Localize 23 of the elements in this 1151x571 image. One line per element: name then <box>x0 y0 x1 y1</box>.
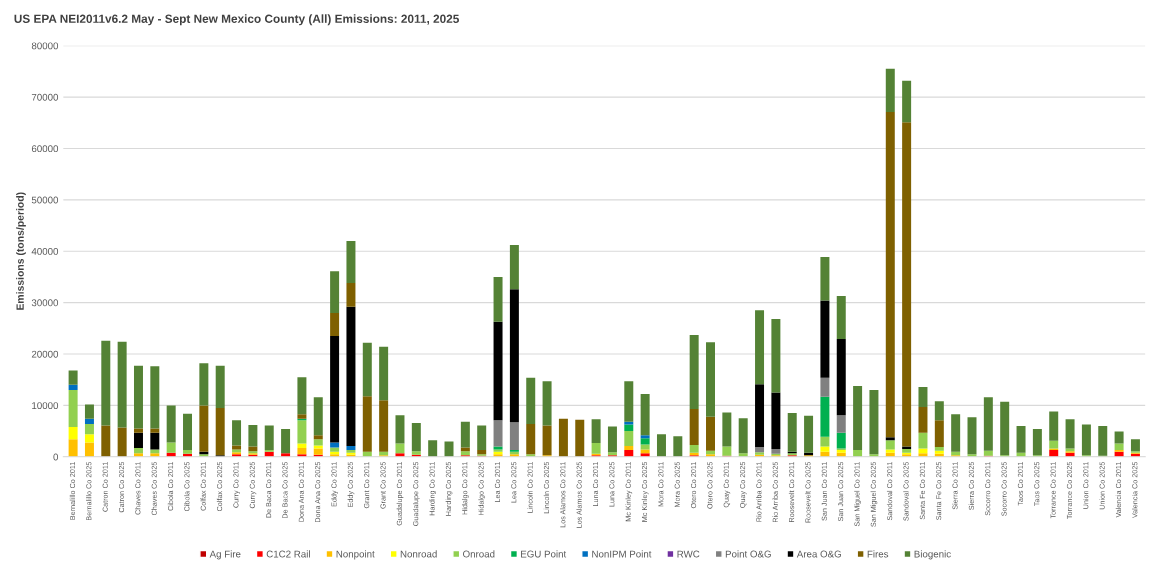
legend-label: NonIPM Point <box>592 550 652 558</box>
y-axis-title: Emissions (tons/period) <box>16 192 26 310</box>
y-tick-label: 20000 <box>31 350 59 358</box>
legend-label: Nonroad <box>400 550 437 558</box>
legend-label: Ag Fire <box>209 550 241 560</box>
legend-label: C1C2 Rail <box>266 550 310 558</box>
legend-label: Biogenic <box>914 550 951 560</box>
y-tick-label: 60000 <box>31 145 59 153</box>
legend-label: Onroad <box>463 550 495 558</box>
legend-label: RWC <box>677 550 700 558</box>
y-tick-label: 80000 <box>31 42 59 50</box>
y-tick-label: 40000 <box>31 247 59 255</box>
y-tick-label: 0 <box>53 453 59 461</box>
y-tick-label: 70000 <box>31 93 59 101</box>
chart-title: US EPA NEI2011v6.2 May - Sept New Mexico County (All) Emissions: 2011, 2025 <box>14 14 459 26</box>
y-tick-label: 10000 <box>32 402 59 410</box>
y-tick-label: 50000 <box>31 196 59 204</box>
legend-label: Nonpoint <box>336 550 375 560</box>
legend-label: EGU Point <box>521 550 567 558</box>
legend-label: Area O&G <box>796 550 841 558</box>
legend-label: Fires <box>867 550 889 558</box>
y-tick-label: 30000 <box>31 299 59 307</box>
legend-label: Point O&G <box>725 550 771 558</box>
